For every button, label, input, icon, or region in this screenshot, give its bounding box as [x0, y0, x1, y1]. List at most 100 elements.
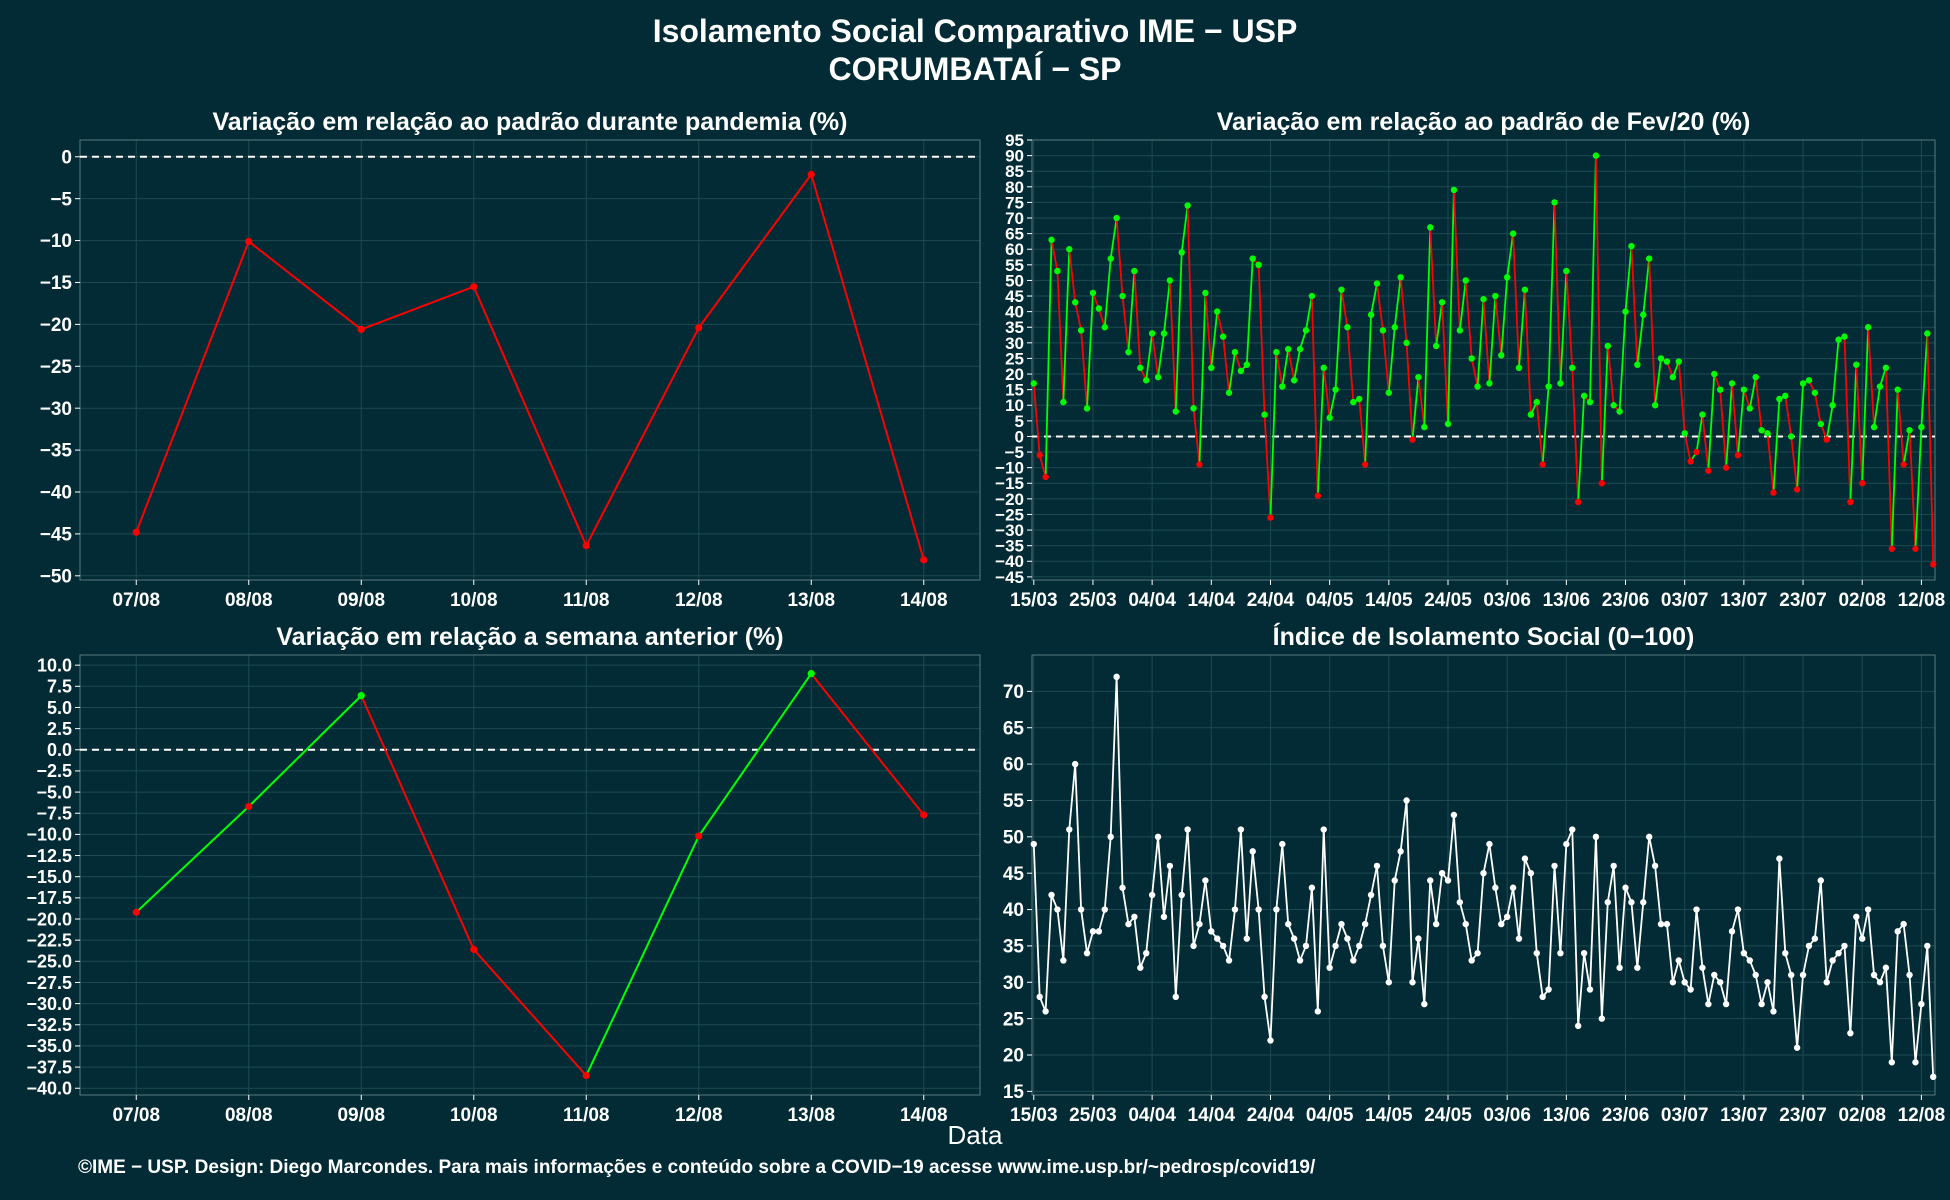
- data-point: [470, 283, 478, 291]
- series-segment: [1488, 843, 1497, 888]
- data-point: [1219, 942, 1227, 950]
- series-segment: [1689, 909, 1698, 990]
- series-segment: [1038, 454, 1047, 478]
- series-segment: [1890, 389, 1899, 549]
- data-point: [1657, 355, 1665, 362]
- panel-border: [1031, 139, 1936, 581]
- series-segment: [1204, 880, 1213, 932]
- data-point: [920, 811, 928, 819]
- series-segment: [1559, 844, 1568, 954]
- series-segment: [1636, 902, 1645, 968]
- series-segment: [1636, 314, 1645, 365]
- series-segment: [1334, 923, 1343, 947]
- series-segment: [1825, 960, 1834, 983]
- series-segment: [1376, 865, 1384, 946]
- data-point: [1403, 797, 1410, 804]
- series-segment: [1364, 314, 1372, 465]
- data-point: [1373, 280, 1381, 287]
- data-point: [1841, 942, 1848, 950]
- data-point: [1060, 398, 1067, 406]
- x-tick-label: 03/07: [1661, 1105, 1709, 1126]
- data-point: [1634, 964, 1641, 971]
- x-tick-label: 24/04: [1247, 590, 1295, 611]
- series-segment: [1405, 342, 1414, 440]
- y-tick-label: 20: [1003, 1046, 1024, 1067]
- series-segment: [1032, 383, 1041, 456]
- data-point: [1036, 993, 1043, 1001]
- y-tick-label: 35: [1003, 937, 1025, 958]
- data-point: [1385, 979, 1393, 986]
- data-point: [1432, 342, 1440, 350]
- series-segment: [1192, 408, 1201, 465]
- data-point: [1793, 486, 1801, 493]
- data-point: [1225, 389, 1233, 396]
- data-point: [1427, 224, 1434, 231]
- series-segment: [1618, 311, 1627, 412]
- data-point: [1219, 333, 1227, 340]
- series-segment: [1417, 377, 1426, 428]
- data-point: [1545, 383, 1552, 390]
- series-segment: [1376, 283, 1384, 331]
- data-point: [1776, 855, 1783, 862]
- chart-title: Isolamento Social Comparativo IME − USP: [652, 13, 1298, 49]
- data-point: [245, 802, 253, 811]
- series-segment: [1364, 894, 1372, 925]
- series-segment: [1458, 280, 1467, 331]
- series-segment: [1719, 982, 1727, 1005]
- y-tick-label: −17.5: [26, 888, 72, 908]
- series-segment: [135, 241, 250, 533]
- chart-feb20-variation: Variação em relação ao padrão de Fev/20 …: [995, 108, 1945, 611]
- data-point: [1592, 152, 1600, 159]
- series-segment: [1512, 887, 1520, 939]
- series-segment: [1293, 348, 1301, 381]
- y-tick-label: 0: [1015, 427, 1024, 446]
- data-point: [1338, 286, 1345, 293]
- x-tick-label: 23/07: [1779, 590, 1827, 611]
- series-segment: [1890, 931, 1899, 1063]
- y-tick-label: 15: [1003, 1082, 1025, 1103]
- y-tick-label: 60: [1005, 240, 1024, 259]
- series-segment: [585, 327, 700, 547]
- x-tick-label: 10/08: [450, 590, 498, 611]
- series-segment: [1180, 205, 1189, 253]
- x-tick-label: 15/03: [1010, 1105, 1058, 1126]
- data-point: [1657, 920, 1665, 928]
- series-segment: [1234, 351, 1242, 372]
- y-tick-label: 50: [1005, 271, 1024, 290]
- series-segment: [1062, 249, 1071, 403]
- data-point: [1367, 311, 1375, 318]
- y-tick-label: 65: [1003, 718, 1025, 739]
- series-segment: [1370, 283, 1378, 315]
- series-segment: [1819, 880, 1828, 983]
- data-point: [1474, 949, 1481, 957]
- data-point: [1498, 920, 1505, 928]
- data-point: [1273, 906, 1280, 913]
- data-point: [1592, 833, 1600, 841]
- y-tick-label: −50: [40, 566, 72, 587]
- series-segment: [1908, 430, 1917, 549]
- series-segment: [697, 173, 813, 329]
- series-segment: [1547, 865, 1556, 990]
- data-point: [1314, 1008, 1322, 1015]
- data-point: [1285, 345, 1292, 353]
- data-point: [1314, 492, 1322, 499]
- x-tick-label: 08/08: [225, 1105, 273, 1126]
- series-segment: [1239, 829, 1248, 939]
- series-segment: [1234, 829, 1242, 910]
- data-point: [1930, 1073, 1937, 1081]
- y-tick-label: −25: [40, 357, 73, 378]
- data-point: [1675, 957, 1682, 964]
- series-segment: [360, 695, 475, 950]
- data-point: [1296, 957, 1304, 964]
- y-tick-label: 2.5: [47, 719, 72, 739]
- series-segment: [1145, 894, 1154, 954]
- data-point: [1580, 392, 1588, 400]
- data-point: [1509, 884, 1517, 891]
- series-segment: [1535, 402, 1544, 465]
- y-tick-label: −40.0: [26, 1079, 72, 1099]
- y-tick-label: −22.5: [26, 930, 72, 950]
- series-segment: [1453, 189, 1461, 331]
- series-segment: [1115, 217, 1124, 297]
- series-segment: [1458, 902, 1467, 925]
- data-point: [1214, 308, 1221, 315]
